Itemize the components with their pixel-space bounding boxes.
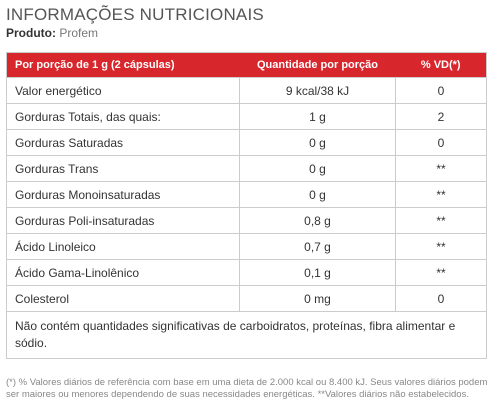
nutrient-amount: 0,7 g [239,233,396,260]
table-row: Gorduras Trans 0 g ** [6,155,487,182]
nutrient-name: Gorduras Monoinsaturadas [6,181,240,208]
nutrient-daily-value: ** [395,155,487,182]
footnote: (*) % Valores diários de referência com … [6,377,488,400]
nutrient-daily-value: 0 [395,285,487,312]
nutrient-amount: 0 g [239,155,396,182]
nutrient-daily-value: 2 [395,103,487,130]
nutrition-table: Por porção de 1 g (2 cápsulas) Quantidad… [6,52,487,359]
table-row: Gorduras Poli-insaturadas 0,8 g ** [6,207,487,234]
nutrient-daily-value: ** [395,181,487,208]
nutrient-daily-value: 0 [395,77,487,104]
nutrient-amount: 0 g [239,181,396,208]
nutrient-name: Ácido Linoleico [6,233,240,260]
table-note-row: Não contém quantidades significativas de… [6,311,487,359]
table-row: Gorduras Totais, das quais: 1 g 2 [6,103,487,130]
nutrient-daily-value: ** [395,207,487,234]
nutrient-daily-value: ** [395,233,487,260]
header-serving: Por porção de 1 g (2 cápsulas) [6,52,240,78]
nutrient-name: Gorduras Trans [6,155,240,182]
nutrient-name: Gorduras Saturadas [6,129,240,156]
product-line: Produto: Profem [6,26,98,40]
table-note: Não contém quantidades significativas de… [6,311,487,359]
nutrient-amount: 1 g [239,103,396,130]
header-daily-value: % VD(*) [395,52,487,78]
nutrient-amount: 9 kcal/38 kJ [239,77,396,104]
page-title: INFORMAÇÕES NUTRICIONAIS [6,5,264,24]
product-name: Profem [59,26,99,40]
nutrient-amount: 0 g [239,129,396,156]
nutrient-name: Valor energético [6,77,240,104]
table-row: Gorduras Monoinsaturadas 0 g ** [6,181,487,208]
product-label: Produto: [6,26,56,40]
nutrient-name: Colesterol [6,285,240,312]
nutrient-amount: 0,8 g [239,207,396,234]
header-quantity: Quantidade por porção [239,52,396,78]
nutrient-daily-value: ** [395,259,487,286]
table-row: Ácido Linoleico 0,7 g ** [6,233,487,260]
table-row: Gorduras Saturadas 0 g 0 [6,129,487,156]
nutrient-daily-value: 0 [395,129,487,156]
nutrient-name: Gorduras Totais, das quais: [6,103,240,130]
table-row: Valor energético 9 kcal/38 kJ 0 [6,77,487,104]
nutrient-name: Ácido Gama-Linolênico [6,259,240,286]
nutrient-amount: 0 mg [239,285,396,312]
table-header-row: Por porção de 1 g (2 cápsulas) Quantidad… [6,52,487,78]
nutrient-amount: 0,1 g [239,259,396,286]
nutrient-name: Gorduras Poli-insaturadas [6,207,240,234]
table-row: Colesterol 0 mg 0 [6,285,487,312]
table-row: Ácido Gama-Linolênico 0,1 g ** [6,259,487,286]
